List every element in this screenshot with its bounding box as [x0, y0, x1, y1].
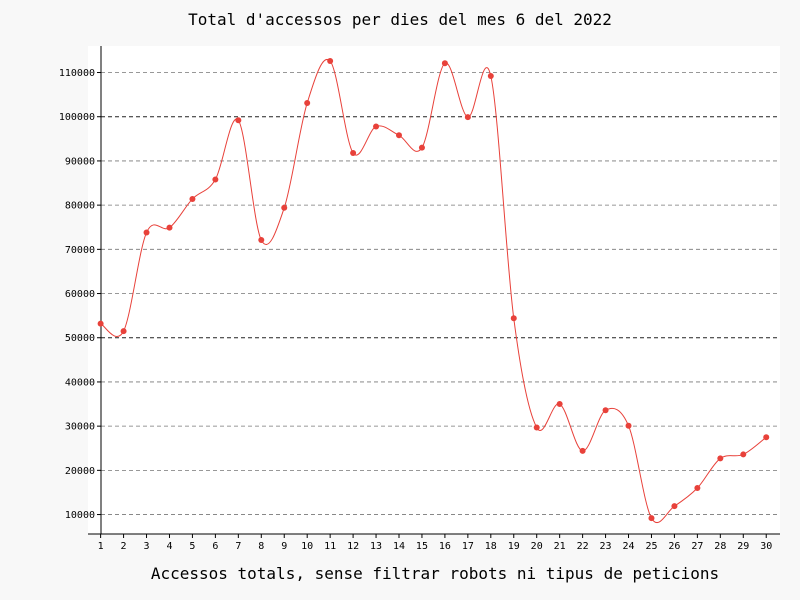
data-point — [717, 455, 724, 462]
x-tick-label: 15 — [416, 541, 428, 552]
x-tick-label: 12 — [347, 541, 359, 552]
x-tick-label: 28 — [714, 541, 726, 552]
x-tick-label: 25 — [645, 541, 657, 552]
data-point — [740, 451, 747, 458]
data-point — [487, 73, 494, 80]
x-tick-label: 29 — [737, 541, 749, 552]
x-tick-label: 21 — [554, 541, 566, 552]
x-axis-label: Accessos totals, sense filtrar robots ni… — [150, 564, 720, 583]
data-point — [648, 515, 655, 522]
y-tick-label: 60000 — [65, 289, 95, 300]
x-tick-label: 11 — [324, 541, 336, 552]
x-tick-label: 24 — [622, 541, 634, 552]
y-tick-label: 80000 — [65, 201, 95, 212]
data-point — [258, 237, 265, 244]
data-point — [625, 422, 632, 429]
x-tick-label: 17 — [462, 541, 474, 552]
x-tick-label: 8 — [258, 541, 264, 552]
x-tick-label: 16 — [439, 541, 451, 552]
x-tick-label: 6 — [212, 541, 218, 552]
data-point — [510, 315, 517, 322]
y-tick-label: 10000 — [65, 510, 95, 521]
data-point — [304, 100, 311, 107]
data-point — [327, 58, 334, 65]
series-group — [97, 58, 770, 524]
data-point — [281, 204, 288, 211]
x-tick-label: 23 — [600, 541, 612, 552]
y-ticks: 10000 20000 30000 40000 50000 60000 70000 80000… — [59, 68, 101, 521]
y-tick-label: 100000 — [59, 112, 95, 123]
data-point — [533, 424, 540, 431]
data-point — [395, 132, 402, 139]
x-tick-label: 5 — [189, 541, 195, 552]
chart-title: Total d'accessos per dies del mes 6 del … — [188, 10, 612, 29]
y-tick-label: 20000 — [65, 466, 95, 477]
x-tick-label: 26 — [668, 541, 680, 552]
x-tick-label: 2 — [121, 541, 127, 552]
y-tick-label: 110000 — [59, 68, 95, 79]
y-tick-label: 40000 — [65, 377, 95, 388]
x-tick-label: 9 — [281, 541, 287, 552]
axes — [88, 46, 780, 535]
plot-area — [88, 46, 780, 534]
x-tick-label: 1 — [98, 541, 104, 552]
x-tick-label: 18 — [485, 541, 497, 552]
data-point — [671, 503, 678, 510]
data-point — [235, 117, 242, 124]
y-tick-label: 90000 — [65, 156, 95, 167]
x-tick-label: 30 — [760, 541, 772, 552]
data-point — [602, 407, 609, 414]
data-point — [373, 123, 380, 130]
x-tick-label: 19 — [508, 541, 520, 552]
x-tick-label: 3 — [144, 541, 150, 552]
x-tick-label: 22 — [577, 541, 589, 552]
data-point — [763, 434, 770, 441]
x-tick-label: 10 — [301, 541, 313, 552]
data-point — [694, 485, 701, 492]
x-tick-label: 13 — [370, 541, 382, 552]
data-point — [464, 114, 471, 121]
data-point — [97, 320, 104, 327]
data-point — [350, 149, 357, 156]
x-tick-label: 20 — [531, 541, 543, 552]
data-point — [579, 447, 586, 454]
data-point — [556, 401, 563, 408]
y-tick-label: 50000 — [65, 333, 95, 344]
data-point — [212, 176, 219, 183]
data-point — [166, 224, 173, 231]
y-tick-label: 70000 — [65, 245, 95, 256]
data-point — [143, 229, 150, 236]
data-point — [189, 195, 196, 202]
data-point — [441, 60, 448, 67]
x-ticks: 1 2 3 4 5 6 7 8 9 10 11 12 13 14 15 16 17 18 19 20 21 22 23 24 2… — [98, 534, 772, 552]
y-tick-label: 30000 — [65, 422, 95, 433]
x-tick-label: 4 — [166, 541, 172, 552]
x-tick-label: 27 — [691, 541, 703, 552]
x-tick-label: 14 — [393, 541, 405, 552]
x-tick-label: 7 — [235, 541, 241, 552]
data-point — [120, 328, 127, 335]
data-point — [418, 144, 425, 151]
